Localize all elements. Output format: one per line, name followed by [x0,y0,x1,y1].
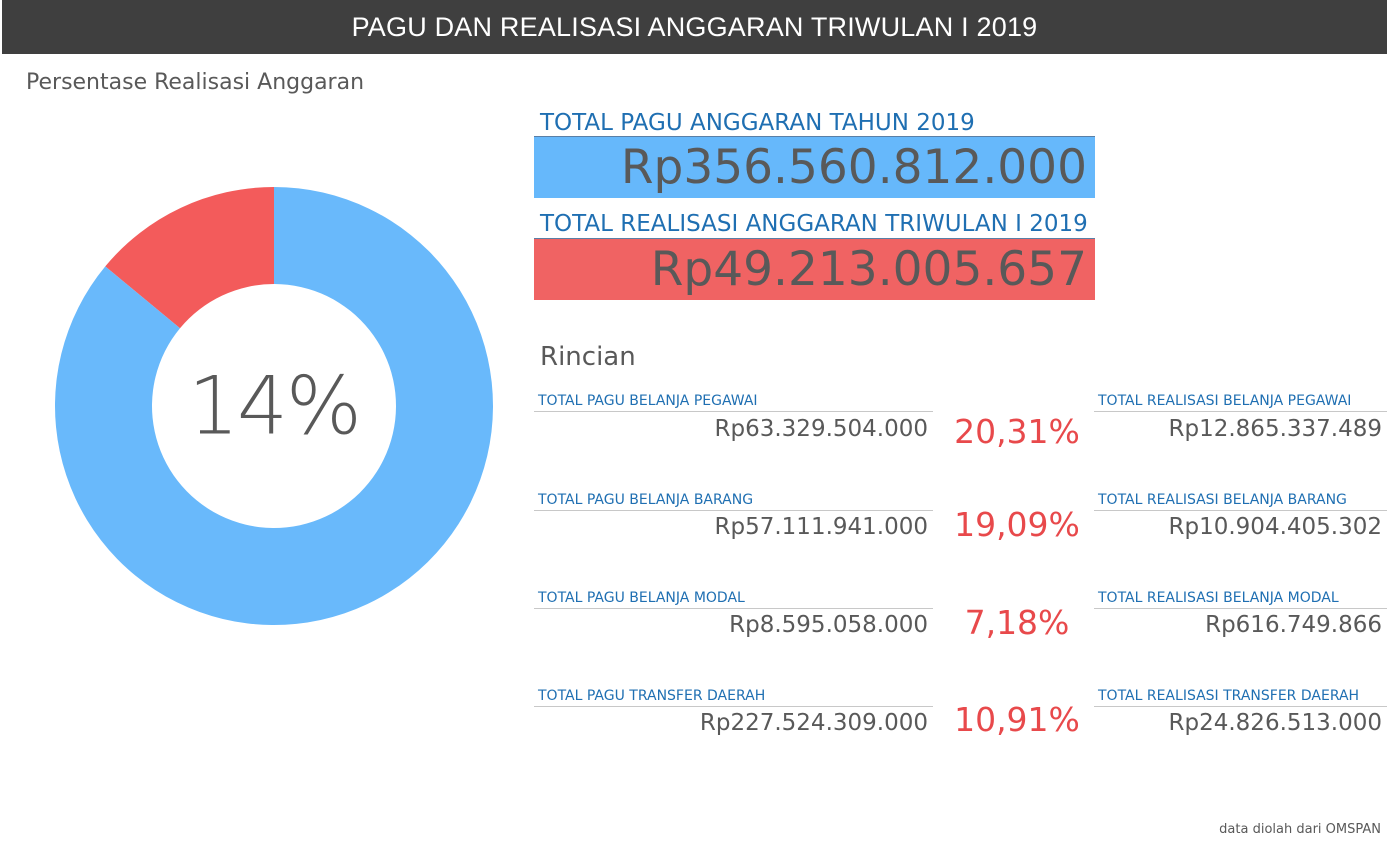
divider [534,510,933,511]
percent-barang: 19,09% [954,505,1080,544]
total-realisasi-box: Rp49.213.005.657 [534,238,1095,300]
pagu-pegawai-value: Rp63.329.504.000 [714,416,928,442]
pagu-barang-label: TOTAL PAGU BELANJA BARANG [538,492,754,508]
rincian-title: Rincian [540,342,636,372]
divider [1094,608,1387,609]
total-realisasi-label: TOTAL REALISASI ANGGARAN TRIWULAN I 2019 [540,211,1088,237]
percent-transfer: 10,91% [954,700,1080,739]
donut-chart [54,186,493,625]
pagu-pegawai-label: TOTAL PAGU BELANJA PEGAWAI [538,393,758,409]
realisasi-barang-label: TOTAL REALISASI BELANJA BARANG [1098,492,1347,508]
page-title: PAGU DAN REALISASI ANGGARAN TRIWULAN I 2… [2,0,1387,54]
pagu-modal-value: Rp8.595.058.000 [729,612,928,638]
divider [534,411,933,412]
pagu-transfer-value: Rp227.524.309.000 [699,710,928,736]
divider [1094,411,1387,412]
realisasi-modal-label: TOTAL REALISASI BELANJA MODAL [1098,590,1339,606]
pagu-modal-label: TOTAL PAGU BELANJA MODAL [538,590,745,606]
donut-slice-sisa [54,187,493,625]
donut-slice-realisasi [105,186,274,329]
percent-modal: 7,18% [964,603,1070,642]
percent-pegawai: 20,31% [954,412,1080,451]
source-note: data diolah dari OMSPAN [1219,822,1381,837]
total-realisasi-value: Rp49.213.005.657 [650,242,1087,297]
total-pagu-box: Rp356.560.812.000 [534,136,1095,198]
total-pagu-label: TOTAL PAGU ANGGARAN TAHUN 2019 [540,110,975,136]
realisasi-modal-value: Rp616.749.866 [1205,612,1382,638]
divider [1094,706,1387,707]
divider [534,608,933,609]
realisasi-pegawai-label: TOTAL REALISASI BELANJA PEGAWAI [1098,393,1352,409]
total-pagu-value: Rp356.560.812.000 [620,140,1087,195]
realisasi-barang-value: Rp10.904.405.302 [1168,514,1382,540]
divider [1094,510,1387,511]
divider [534,706,933,707]
donut-center-label: 14% [188,359,362,453]
pagu-barang-value: Rp57.111.941.000 [714,514,928,540]
pagu-transfer-label: TOTAL PAGU TRANSFER DAERAH [538,688,766,704]
realisasi-transfer-label: TOTAL REALISASI TRANSFER DAERAH [1098,688,1360,704]
realisasi-transfer-value: Rp24.826.513.000 [1168,710,1382,736]
chart-title: Persentase Realisasi Anggaran [26,70,365,95]
realisasi-pegawai-value: Rp12.865.337.489 [1168,416,1382,442]
